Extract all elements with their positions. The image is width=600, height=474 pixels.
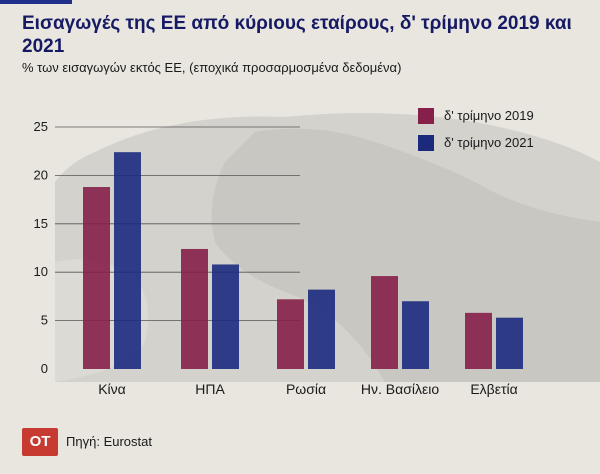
x-tick-label: Ελβετία bbox=[470, 381, 517, 397]
y-tick-label: 10 bbox=[34, 264, 48, 279]
bar-2021 bbox=[308, 289, 335, 369]
bar-2021 bbox=[496, 317, 523, 369]
y-tick-label: 5 bbox=[41, 313, 48, 328]
legend-label-2021: δ' τρίμηνο 2021 bbox=[444, 135, 534, 150]
bar-2019 bbox=[371, 276, 398, 369]
y-tick-label: 20 bbox=[34, 167, 48, 182]
chart-subtitle: % των εισαγωγών εκτός ΕΕ, (εποχικά προσα… bbox=[22, 60, 402, 75]
x-tick-label: Κίνα bbox=[98, 381, 126, 397]
bar-2019 bbox=[83, 187, 110, 369]
bar-2019 bbox=[465, 312, 492, 369]
publisher-logo: OT bbox=[22, 428, 58, 456]
y-tick-label: 15 bbox=[34, 216, 48, 231]
bar-2021 bbox=[114, 152, 141, 369]
x-tick-label: Ην. Βασίλειο bbox=[361, 381, 439, 397]
legend-label-2019: δ' τρίμηνο 2019 bbox=[444, 108, 534, 123]
top-accent-bar bbox=[0, 0, 72, 4]
y-tick-label: 0 bbox=[41, 361, 48, 376]
legend-item-2021: δ' τρίμηνο 2021 bbox=[418, 129, 578, 156]
y-tick-label: 25 bbox=[34, 119, 48, 134]
legend-item-2019: δ' τρίμηνο 2019 bbox=[418, 102, 578, 129]
chart-title: Εισαγωγές της ΕΕ από κύριους εταίρους, δ… bbox=[22, 13, 572, 57]
x-tick-label: Ρωσία bbox=[286, 381, 326, 397]
legend-swatch-2019 bbox=[418, 107, 434, 124]
bar-2019 bbox=[277, 299, 304, 369]
legend: δ' τρίμηνο 2019 δ' τρίμηνο 2021 bbox=[418, 102, 578, 156]
source-note: Πηγή: Eurostat bbox=[66, 434, 152, 449]
legend-swatch-2021 bbox=[418, 134, 434, 151]
x-tick-label: ΗΠΑ bbox=[195, 381, 225, 397]
bar-2021 bbox=[402, 301, 429, 369]
bar-2019 bbox=[181, 248, 208, 369]
bar-2021 bbox=[212, 264, 239, 369]
